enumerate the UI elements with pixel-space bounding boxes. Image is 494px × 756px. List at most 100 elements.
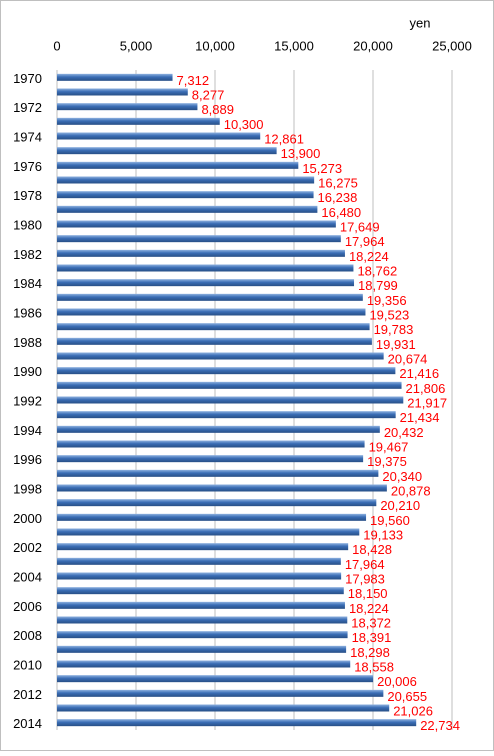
y-tick-label: 1980	[13, 217, 42, 232]
data-label: 20,674	[388, 351, 428, 366]
bar	[57, 205, 318, 213]
data-label: 16,275	[318, 175, 358, 190]
x-tick-label: 25,000	[432, 38, 472, 53]
bar	[57, 88, 188, 96]
y-tick-label: 2010	[13, 657, 42, 672]
bar	[57, 293, 363, 301]
data-label: 20,432	[384, 425, 424, 440]
data-label: 18,762	[357, 263, 397, 278]
y-tick-label: 2006	[13, 599, 42, 614]
y-tick-label: 1982	[13, 247, 42, 262]
data-label: 12,861	[264, 131, 304, 146]
bar	[57, 425, 380, 433]
bar	[57, 264, 354, 272]
y-tick-label: 2002	[13, 540, 42, 555]
data-label: 18,150	[348, 586, 388, 601]
bar	[57, 337, 372, 345]
data-label: 21,806	[406, 381, 446, 396]
y-tick-label: 1970	[13, 71, 42, 86]
x-tick-label: 20,000	[353, 38, 393, 53]
y-tick-label: 1988	[13, 335, 42, 350]
bar	[57, 719, 417, 727]
data-label: 20,878	[391, 483, 431, 498]
y-tick-label: 1978	[13, 188, 42, 203]
bar	[57, 484, 387, 492]
data-label: 13,900	[281, 146, 321, 161]
bar	[57, 704, 390, 712]
data-label: 19,783	[374, 322, 414, 337]
bar	[57, 308, 366, 316]
data-label: 21,917	[407, 395, 447, 410]
y-tick-label: 2000	[13, 511, 42, 526]
data-label: 10,300	[224, 117, 264, 132]
y-tick-label: 1976	[13, 159, 42, 174]
bar	[57, 440, 365, 448]
y-tick-label: 2008	[13, 628, 42, 643]
data-label: 20,006	[377, 674, 417, 689]
data-label: 18,799	[358, 278, 398, 293]
y-tick-label: 1990	[13, 364, 42, 379]
data-label: 15,273	[302, 161, 342, 176]
bar	[57, 411, 396, 419]
bar	[57, 645, 347, 653]
bar	[57, 73, 173, 81]
data-label: 22,734	[420, 718, 460, 733]
y-tick-label: 1972	[13, 100, 42, 115]
bar	[57, 631, 348, 639]
x-tick-label: 10,000	[195, 38, 235, 53]
data-label: 17,964	[345, 557, 385, 572]
data-label: 20,340	[382, 469, 422, 484]
data-label: 18,298	[350, 645, 390, 660]
bar	[57, 132, 261, 140]
y-tick-label: 1998	[13, 481, 42, 496]
bar	[57, 455, 364, 463]
y-tick-label: 1984	[13, 276, 42, 291]
bar	[57, 117, 220, 125]
data-label: 16,480	[321, 205, 361, 220]
bar	[57, 176, 315, 184]
data-label: 19,133	[363, 527, 403, 542]
bar	[57, 689, 384, 697]
bar	[57, 381, 402, 389]
data-label: 16,238	[318, 190, 358, 205]
y-tick-label: 1974	[13, 129, 42, 144]
data-label: 19,375	[367, 454, 407, 469]
bar	[57, 528, 360, 536]
bar	[57, 572, 342, 580]
y-tick-label: 1996	[13, 452, 42, 467]
x-tick-label: 15,000	[274, 38, 314, 53]
data-label: 18,558	[354, 659, 394, 674]
data-label: 19,931	[376, 337, 416, 352]
bar	[57, 469, 379, 477]
bar	[57, 396, 404, 404]
bar	[57, 191, 314, 199]
y-tick-label: 1994	[13, 423, 42, 438]
data-label: 7,312	[177, 73, 210, 88]
data-label: 21,416	[399, 366, 439, 381]
data-label: 17,649	[340, 219, 380, 234]
bar	[57, 543, 349, 551]
y-tick-label: 2012	[13, 687, 42, 702]
y-tick-label: 1992	[13, 393, 42, 408]
data-label: 18,224	[349, 601, 389, 616]
bar	[57, 616, 348, 624]
data-label: 19,560	[370, 513, 410, 528]
data-label: 17,983	[345, 571, 385, 586]
bar	[57, 367, 396, 375]
data-label: 20,210	[380, 498, 420, 513]
data-label: 21,434	[400, 410, 440, 425]
bar	[57, 235, 341, 243]
bar	[57, 513, 367, 521]
bar	[57, 499, 377, 507]
data-label: 19,356	[367, 293, 407, 308]
data-label: 8,889	[201, 102, 234, 117]
data-label: 19,523	[369, 307, 409, 322]
data-label: 19,467	[369, 439, 409, 454]
bar	[57, 279, 355, 287]
bar	[57, 220, 336, 228]
x-tick-label: 5,000	[120, 38, 153, 53]
bar	[57, 249, 345, 257]
bar	[57, 352, 384, 360]
